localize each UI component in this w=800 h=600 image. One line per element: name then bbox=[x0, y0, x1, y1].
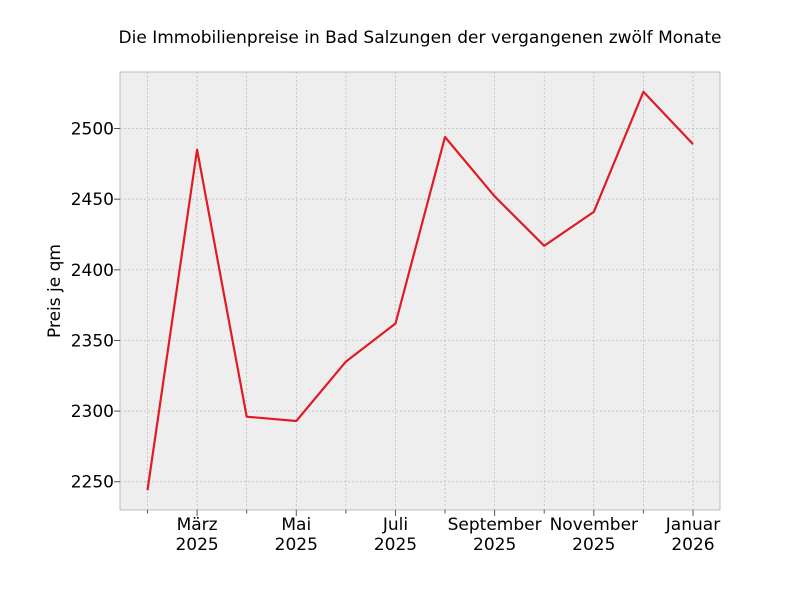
x-tick-label-year: 2026 bbox=[671, 535, 714, 555]
y-tick-label: 2450 bbox=[71, 190, 114, 210]
y-tick-label: 2350 bbox=[71, 331, 114, 351]
series-line bbox=[146, 90, 694, 491]
x-tick-label-month: November bbox=[550, 515, 638, 535]
x-tick-label-year: 2025 bbox=[275, 535, 318, 555]
x-tick-label-year: 2025 bbox=[374, 535, 417, 555]
x-tick-label-month: Mai bbox=[281, 515, 311, 535]
y-axis-label: Preis je qm bbox=[45, 244, 65, 338]
x-tick-label-year: 2025 bbox=[572, 535, 615, 555]
y-tick-label: 2500 bbox=[71, 120, 114, 140]
x-tick-label-month: März bbox=[177, 515, 218, 535]
y-tick-label: 2400 bbox=[71, 261, 114, 281]
plot-area bbox=[119, 71, 721, 511]
x-tick-label-year: 2025 bbox=[473, 535, 516, 555]
y-tick-label: 2300 bbox=[71, 402, 114, 422]
chart-title: Die Immobilienpreise in Bad Salzungen de… bbox=[119, 28, 722, 48]
x-axis: März2025Mai2025Juli2025September2025Nove… bbox=[147, 510, 720, 555]
x-tick-label-year: 2025 bbox=[175, 535, 218, 555]
x-tick-label-month: September bbox=[448, 515, 542, 535]
x-tick-label-month: Januar bbox=[665, 515, 720, 535]
x-tick-label-month: Juli bbox=[382, 515, 408, 535]
y-axis: 2250 2300 2350 2400 2450 2500 bbox=[71, 120, 120, 493]
y-tick-label: 2250 bbox=[71, 473, 114, 493]
